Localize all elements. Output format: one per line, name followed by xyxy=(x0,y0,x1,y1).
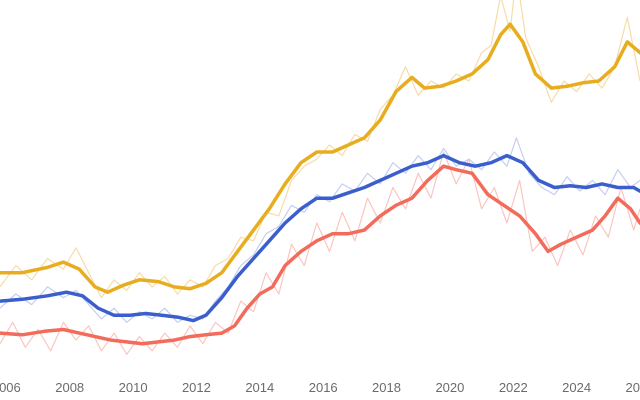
smoothed-series-group xyxy=(0,22,640,346)
x-tick-label: 2006 xyxy=(0,380,21,395)
series-yellow-line xyxy=(0,22,640,294)
x-tick-label: 2016 xyxy=(309,380,338,395)
x-tick-label: 2024 xyxy=(562,380,591,395)
x-tick-label: 2012 xyxy=(182,380,211,395)
x-tick-label: 2018 xyxy=(372,380,401,395)
raw-series-group xyxy=(0,0,640,355)
x-tick-label: 2022 xyxy=(499,380,528,395)
series-blue-line xyxy=(0,153,640,323)
series-blue-raw-line xyxy=(0,137,640,323)
x-axis: 2006 2008 2010 2012 2014 2016 2018 2020 2022 2024… xyxy=(0,380,640,395)
x-tick-label: 2020 xyxy=(435,380,464,395)
series-yellow-raw-line xyxy=(0,0,640,299)
x-tick-label: 2026 xyxy=(626,380,640,395)
series-red-line xyxy=(0,164,640,346)
x-tick-label: 2008 xyxy=(55,380,84,395)
x-tick-label: 2014 xyxy=(245,380,274,395)
x-tick-label: 2010 xyxy=(119,380,148,395)
